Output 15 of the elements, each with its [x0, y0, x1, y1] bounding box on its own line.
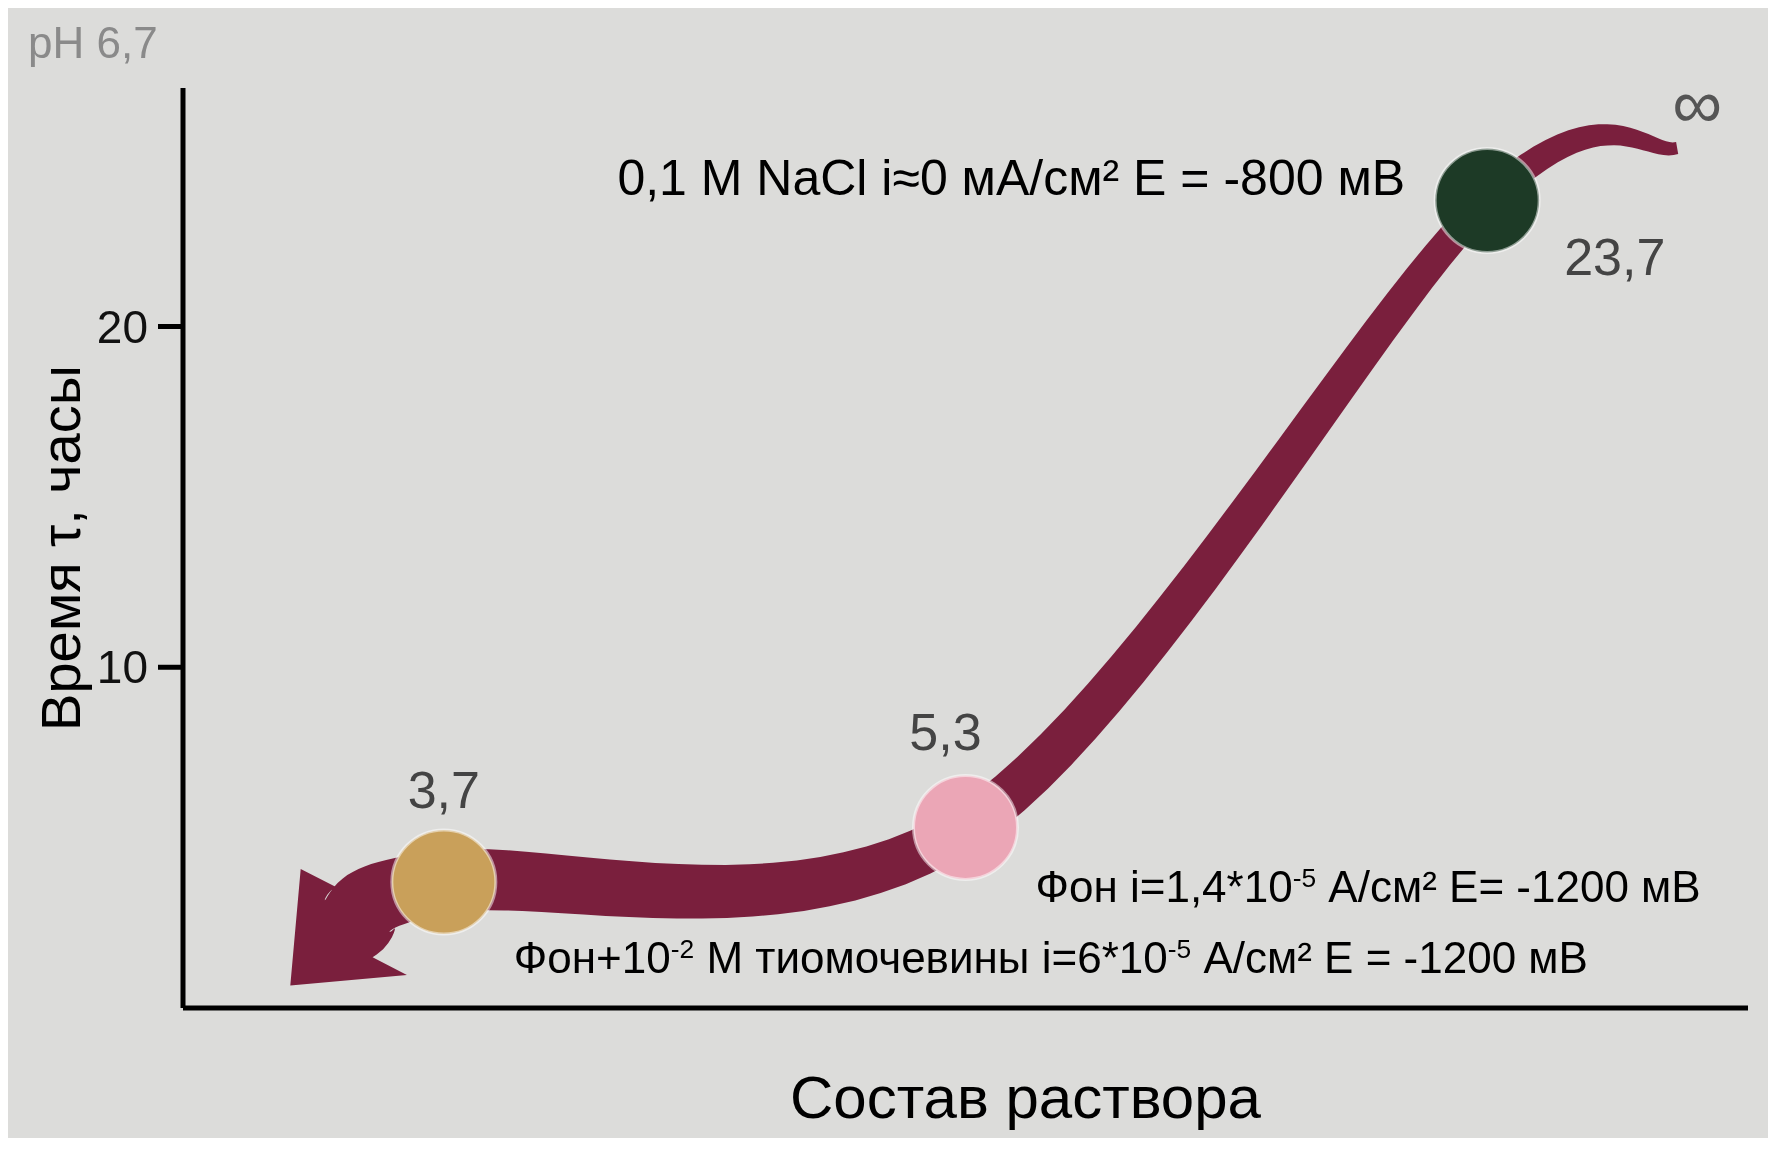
y-tick-label: 20: [96, 300, 148, 353]
annotation: 0,1 M NaCl i≈0 мА/см² E = -800 мВ: [617, 150, 1406, 207]
y-axis-title: Время τ, часы: [29, 365, 92, 731]
annotation: ∞: [1672, 65, 1723, 143]
x-axis-title: Состав раствора: [790, 1064, 1262, 1131]
annotation: Фон i=1,4*10$^{-5}$ А/см² E= -1200 мВ: [1035, 862, 1701, 912]
point: [1433, 146, 1541, 254]
text: pH 6,7: [28, 18, 158, 67]
data-label: 23,7: [1564, 228, 1666, 287]
point: [912, 773, 1019, 881]
data-label: 3,7: [407, 760, 480, 819]
point: [390, 828, 498, 936]
data-label: 5,3: [909, 703, 982, 762]
annotation: Фон+10$^{-2}$ М тиомочевины i=6*10$^{-5}$ А/см² E = -1200 мВ: [513, 933, 1588, 982]
y-tick-label: 10: [96, 641, 148, 694]
